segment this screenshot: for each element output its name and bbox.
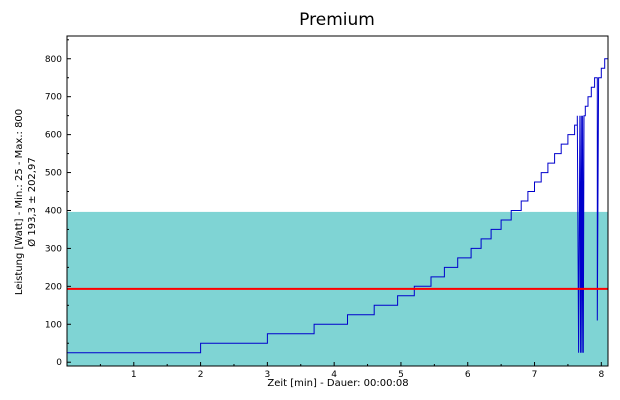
y-tick-label: 600 — [45, 131, 62, 141]
x-tick-label: 2 — [198, 370, 204, 380]
x-tick-label: 1 — [131, 370, 137, 380]
y-axis: 0 100 200 300 400 500 600 700 800 — [45, 39, 71, 368]
plot-frame — [66, 35, 609, 367]
y-tick-label: 0 — [56, 358, 62, 368]
x-tick-label: 7 — [532, 370, 538, 380]
x-tick-label: 3 — [265, 370, 271, 380]
y-tick-label: 300 — [45, 244, 62, 254]
y-axis-title-line-1: Leistung [Watt] - Min.: 25 - Max.: 800 — [14, 109, 25, 295]
x-tick-label: 8 — [598, 370, 604, 380]
x-tick-label: 4 — [331, 370, 337, 380]
y-tick-label: 800 — [45, 55, 62, 65]
y-tick-label: 100 — [45, 320, 62, 330]
y-tick-label: 700 — [45, 93, 62, 103]
x-axis: 1 2 3 4 5 6 7 8 — [99, 362, 604, 380]
x-tick-label: 5 — [398, 370, 404, 380]
y-tick-label: 500 — [45, 169, 62, 179]
y-tick-label: 400 — [45, 206, 62, 216]
y-tick-label: 200 — [45, 282, 62, 292]
y-axis-title-line-2: Ø 193,3 ± 202,97 — [26, 157, 38, 246]
plot-area — [66, 35, 609, 367]
series-line-power — [67, 58, 608, 354]
x-axis-title: Zeit [min] - Dauer: 00:00:08 — [267, 378, 408, 389]
chart-title: Premium — [299, 10, 375, 30]
x-tick-label: 6 — [465, 370, 471, 380]
